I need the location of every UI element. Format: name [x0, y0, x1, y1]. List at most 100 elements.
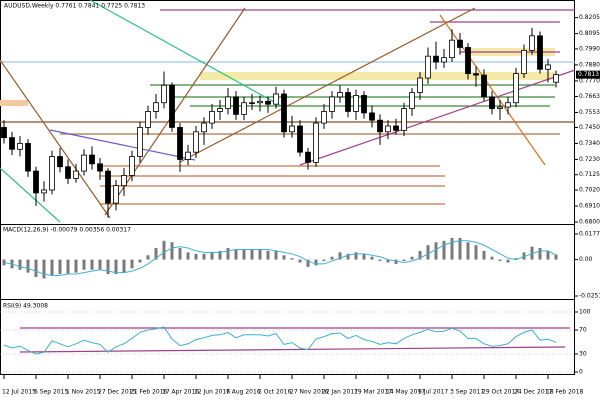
- y-tick-label: 0.7880: [579, 61, 600, 68]
- x-tick-label: 27 Nov 2016: [290, 389, 329, 396]
- y-tick-label: 0.7450: [579, 124, 600, 131]
- candle-body: [481, 74, 487, 98]
- histogram-bar: [146, 255, 150, 260]
- histogram-bar: [458, 237, 462, 260]
- candle-body: [25, 143, 31, 172]
- histogram-bar: [514, 258, 518, 260]
- histogram-bar: [474, 245, 478, 260]
- candle-body: [497, 106, 503, 109]
- x-tick-label: 2 Oct 2016: [258, 389, 291, 396]
- histogram-bar: [274, 250, 278, 260]
- x-tick-label: 14 May 2017: [386, 389, 425, 396]
- histogram-bar: [394, 259, 398, 264]
- histogram-bar: [506, 259, 510, 263]
- candle-body: [537, 35, 543, 70]
- histogram-bar: [138, 259, 142, 263]
- candle-body: [145, 111, 151, 128]
- candle-body: [393, 125, 399, 131]
- histogram-bar: [426, 245, 430, 260]
- histogram-bar: [410, 256, 414, 260]
- histogram-bar: [530, 246, 534, 260]
- candle-body: [129, 156, 135, 176]
- candle-body: [385, 125, 391, 133]
- candle-body: [33, 170, 39, 194]
- candle-body: [1, 127, 7, 139]
- histogram-bar: [450, 237, 454, 260]
- price-label-box: [576, 70, 600, 79]
- candle-body: [377, 119, 383, 133]
- line-series: [3, 326, 557, 355]
- candle-body: [281, 93, 287, 133]
- candle-body: [81, 154, 87, 172]
- histogram-bar: [290, 258, 294, 260]
- candle-body: [473, 73, 479, 76]
- histogram-bar: [442, 240, 446, 260]
- candle-body: [161, 84, 167, 104]
- histogram-bar: [114, 259, 118, 275]
- histogram-bar: [282, 255, 286, 260]
- y-tick-label: 0.7340: [579, 140, 600, 147]
- candle-body: [441, 57, 447, 63]
- candle-body: [249, 102, 255, 104]
- x-tick-label: 6 Sep 2015: [34, 389, 68, 396]
- y-tick-label: 100: [579, 309, 591, 316]
- candle-body: [241, 102, 247, 115]
- x-tick-label: 7 Aug 2016: [226, 389, 261, 396]
- histogram-bar: [522, 252, 526, 260]
- histogram-bar: [538, 248, 542, 260]
- y-tick-label: 0.7770: [579, 77, 600, 84]
- histogram-bar: [498, 259, 502, 262]
- histogram-bar: [346, 253, 350, 260]
- rsi-title: RSI(9) 49.3008: [3, 303, 48, 310]
- y-tick-label: 0.7553: [579, 109, 600, 116]
- x-tick-label: 24 Dec 2017: [514, 389, 553, 396]
- trend-line: [49, 129, 196, 161]
- candle-body: [41, 189, 47, 194]
- histogram-bar: [210, 252, 214, 260]
- histogram-bar: [362, 253, 366, 260]
- candle-body: [289, 125, 295, 133]
- y-tick-label: 0.7230: [579, 156, 600, 163]
- x-tick-label: 19 Mar 2017: [354, 389, 392, 396]
- candle-body: [233, 96, 239, 115]
- x-tick-label: 9 Jul 2017: [418, 389, 448, 396]
- y-tick-label: 70: [579, 327, 587, 334]
- histogram-bar: [250, 249, 254, 260]
- x-tick-label: 21 Feb 2016: [130, 389, 168, 396]
- macd-title: MACD(12,26,9) -0.00079 0.00356 0.00317: [3, 227, 131, 234]
- zone: [0, 100, 28, 106]
- trend-line: [89, 0, 286, 109]
- candle-body: [185, 151, 191, 160]
- histogram-bar: [122, 259, 126, 273]
- candle-body: [449, 39, 455, 59]
- histogram-bar: [162, 240, 166, 260]
- y-tick-label: 0.7990: [579, 45, 600, 52]
- histogram-bar: [386, 259, 390, 263]
- candle-body: [49, 156, 55, 191]
- histogram-bar: [298, 259, 302, 263]
- candle-body: [57, 156, 63, 168]
- x-tick-label: 17 Apr 2016: [162, 389, 199, 396]
- candle-body: [193, 131, 199, 153]
- candle-body: [433, 55, 439, 63]
- candle-body: [337, 92, 343, 98]
- candle-body: [105, 170, 111, 204]
- histogram-bar: [202, 253, 206, 260]
- x-tick-label: 12 Jun 2016: [194, 389, 230, 396]
- histogram-bar: [42, 259, 46, 279]
- histogram-bar: [82, 259, 86, 270]
- histogram-bar: [242, 249, 246, 260]
- histogram-bar: [226, 248, 230, 260]
- candle-body: [313, 122, 319, 163]
- y-tick-label: 0.6800: [579, 219, 600, 226]
- candle-body: [417, 77, 423, 93]
- candle-body: [345, 92, 351, 112]
- histogram-bar: [490, 256, 494, 260]
- histogram-bar: [258, 249, 262, 260]
- chart-title: AUDUSD,Weekly 0.7761 0.7841 0.7725 0.781…: [4, 3, 145, 10]
- histogram-bar: [546, 250, 550, 260]
- y-tick-label: 0: [579, 369, 583, 376]
- histogram-bar: [306, 259, 310, 267]
- zone: [200, 72, 555, 80]
- trend-line: [104, 7, 246, 216]
